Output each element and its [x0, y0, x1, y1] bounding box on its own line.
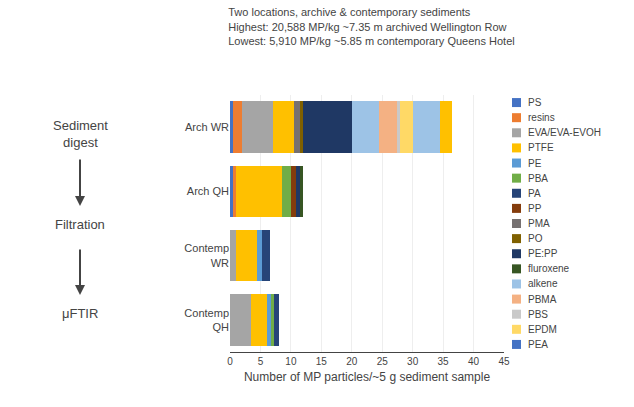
svg-text:Arch QH: Arch QH: [187, 185, 229, 197]
svg-text:0: 0: [227, 356, 233, 367]
svg-text:alkene: alkene: [528, 278, 558, 289]
svg-text:5: 5: [258, 356, 264, 367]
svg-text:PA: PA: [528, 188, 541, 199]
svg-text:45: 45: [498, 356, 510, 367]
svg-text:PTFE: PTFE: [528, 142, 554, 153]
svg-text:20: 20: [346, 356, 358, 367]
svg-text:Sedimentdigest: Sedimentdigest: [53, 118, 108, 150]
svg-text:ContempWR: ContempWR: [184, 242, 229, 268]
svg-text:PE:PP: PE:PP: [528, 248, 558, 259]
svg-text:10: 10: [285, 356, 297, 367]
svg-text:PEA: PEA: [528, 339, 548, 350]
svg-text:30: 30: [407, 356, 419, 367]
svg-text:fluroxene: fluroxene: [528, 263, 570, 274]
svg-text:Two locations, archive & conte: Two locations, archive & contemporary se…: [228, 6, 514, 47]
svg-text:PBMA: PBMA: [528, 294, 557, 305]
svg-text:PMA: PMA: [528, 218, 550, 229]
svg-text:PO: PO: [528, 233, 543, 244]
svg-text:Number of MP particles/~5 g se: Number of MP particles/~5 g sediment sam…: [244, 370, 491, 384]
svg-text:25: 25: [377, 356, 389, 367]
svg-text:ContempQH: ContempQH: [184, 307, 229, 333]
svg-text:PBS: PBS: [528, 309, 548, 320]
svg-text:PBA: PBA: [528, 173, 548, 184]
svg-text:Filtration: Filtration: [55, 217, 105, 232]
svg-text:35: 35: [438, 356, 450, 367]
svg-text:μFTIR: μFTIR: [62, 306, 98, 321]
svg-text:15: 15: [316, 356, 328, 367]
svg-text:EVA/EVA-EVOH: EVA/EVA-EVOH: [528, 127, 601, 138]
svg-text:Arch WR: Arch WR: [185, 121, 229, 133]
svg-text:40: 40: [468, 356, 480, 367]
svg-text:PS: PS: [528, 97, 542, 108]
svg-text:PP: PP: [528, 203, 542, 214]
svg-text:PE: PE: [528, 158, 542, 169]
svg-text:resins: resins: [528, 112, 555, 123]
svg-text:EPDM: EPDM: [528, 324, 557, 335]
